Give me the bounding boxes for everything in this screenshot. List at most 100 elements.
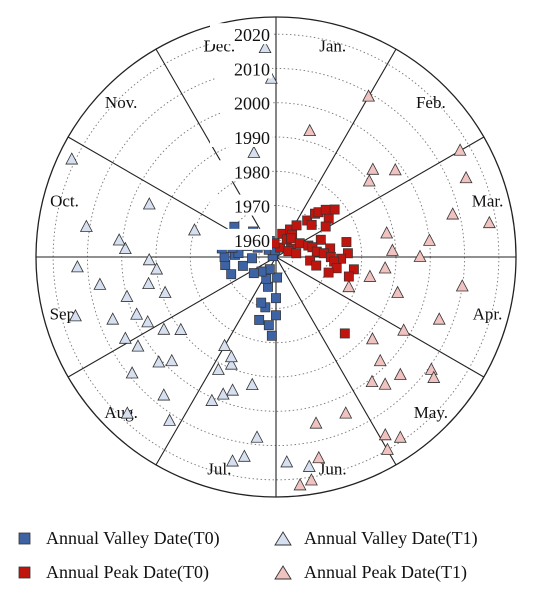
data-point bbox=[305, 255, 316, 266]
year-tick-label: 1960 bbox=[234, 231, 270, 251]
data-point bbox=[163, 413, 177, 426]
data-point bbox=[263, 320, 274, 331]
data-point bbox=[250, 430, 264, 443]
data-point bbox=[341, 237, 352, 247]
data-point bbox=[304, 473, 318, 486]
data-point bbox=[380, 226, 394, 239]
data-point bbox=[157, 322, 171, 335]
data-point bbox=[306, 219, 317, 230]
data-point bbox=[380, 442, 394, 455]
data-point bbox=[303, 123, 317, 137]
legend-triangle-icon bbox=[272, 564, 294, 581]
data-point bbox=[112, 233, 126, 246]
tick-label-bg bbox=[210, 91, 272, 113]
data-point bbox=[342, 279, 356, 293]
data-point bbox=[106, 312, 120, 325]
data-point bbox=[293, 478, 307, 491]
data-point bbox=[312, 450, 326, 464]
data-point bbox=[118, 241, 132, 255]
data-point bbox=[294, 238, 305, 249]
data-point bbox=[226, 454, 239, 467]
data-point bbox=[365, 332, 379, 345]
legend-label: Annual Peak Date(T1) bbox=[304, 562, 467, 582]
month-label: May. bbox=[414, 403, 448, 422]
data-point bbox=[216, 387, 230, 400]
data-point bbox=[455, 279, 469, 292]
legend-label: Annual Valley Date(T1) bbox=[304, 528, 478, 548]
year-tick-label: 1970 bbox=[234, 197, 270, 217]
data-point bbox=[120, 406, 134, 419]
data-point bbox=[391, 285, 405, 298]
data-point bbox=[309, 416, 323, 429]
data-point bbox=[272, 272, 283, 283]
data-point bbox=[224, 357, 238, 370]
data-point bbox=[373, 353, 387, 367]
data-point bbox=[157, 388, 171, 401]
legend-item-valley-t1: Annual Valley Date(T1) bbox=[272, 528, 478, 549]
data-point bbox=[413, 249, 427, 262]
legend-item-peak-t0: Annual Peak Date(T0) bbox=[14, 562, 209, 583]
data-point bbox=[79, 219, 93, 232]
data-point bbox=[131, 339, 145, 352]
data-point bbox=[141, 315, 155, 328]
data-point bbox=[247, 253, 257, 264]
year-tick-labels: 1960 1970 1980 1990 2000 2010 2020 bbox=[210, 23, 272, 251]
legend-item-peak-t1: Annual Peak Date(T1) bbox=[272, 562, 467, 583]
month-labels: Jan.Feb.Mar.Apr.May.Jun.Jul.Aug.Sep.Oct.… bbox=[50, 36, 504, 478]
data-point bbox=[248, 268, 259, 279]
data-point bbox=[65, 152, 79, 165]
spoke-line bbox=[275, 256, 485, 378]
data-point bbox=[152, 355, 166, 368]
month-label: Jul. bbox=[207, 460, 231, 479]
data-point bbox=[366, 162, 380, 175]
data-point bbox=[125, 366, 139, 379]
data-point bbox=[343, 271, 354, 282]
legend-label: Annual Valley Date(T0) bbox=[46, 528, 220, 548]
legend-square-icon bbox=[14, 531, 36, 547]
tick-label-bg bbox=[210, 160, 272, 182]
month-label: Jan. bbox=[319, 36, 346, 55]
data-point bbox=[320, 221, 331, 232]
year-tick-label: 1980 bbox=[234, 162, 270, 182]
month-label: Nov. bbox=[105, 93, 137, 112]
data-point bbox=[226, 269, 237, 280]
data-point bbox=[256, 297, 267, 308]
data-point bbox=[226, 383, 240, 396]
data-point bbox=[302, 459, 316, 472]
data-point bbox=[393, 367, 407, 380]
data-point bbox=[266, 330, 277, 341]
data-point bbox=[280, 455, 294, 468]
data-point bbox=[254, 314, 265, 325]
data-point bbox=[362, 89, 376, 102]
data-point bbox=[363, 269, 377, 282]
data-point bbox=[271, 293, 281, 304]
data-point bbox=[427, 370, 441, 383]
spoke-line bbox=[155, 48, 277, 258]
data-point bbox=[150, 262, 164, 275]
data-point bbox=[70, 260, 84, 273]
data-point bbox=[459, 170, 473, 184]
data-point bbox=[482, 215, 496, 229]
legend-label: Annual Peak Date(T0) bbox=[46, 562, 209, 582]
tick-label-bg bbox=[210, 228, 272, 250]
data-point bbox=[323, 267, 334, 278]
data-point bbox=[453, 143, 467, 156]
legend-square-icon bbox=[14, 565, 36, 581]
data-point bbox=[211, 362, 225, 375]
data-point bbox=[385, 243, 399, 256]
data-point bbox=[174, 322, 188, 335]
data-point bbox=[397, 323, 411, 336]
data-point bbox=[142, 252, 156, 266]
legend: Annual Valley Date(T0) Annual Valley Dat… bbox=[0, 526, 550, 588]
month-label: Aug. bbox=[104, 403, 138, 422]
data-point bbox=[165, 353, 179, 367]
data-point bbox=[378, 377, 392, 390]
legend-triangle-icon bbox=[272, 530, 294, 547]
data-point bbox=[348, 264, 359, 275]
data-point bbox=[237, 449, 251, 462]
data-point bbox=[271, 310, 281, 321]
data-point bbox=[393, 430, 407, 443]
data-point bbox=[69, 309, 82, 322]
spoke-line bbox=[155, 256, 277, 466]
year-tick-label: 2010 bbox=[234, 59, 270, 79]
